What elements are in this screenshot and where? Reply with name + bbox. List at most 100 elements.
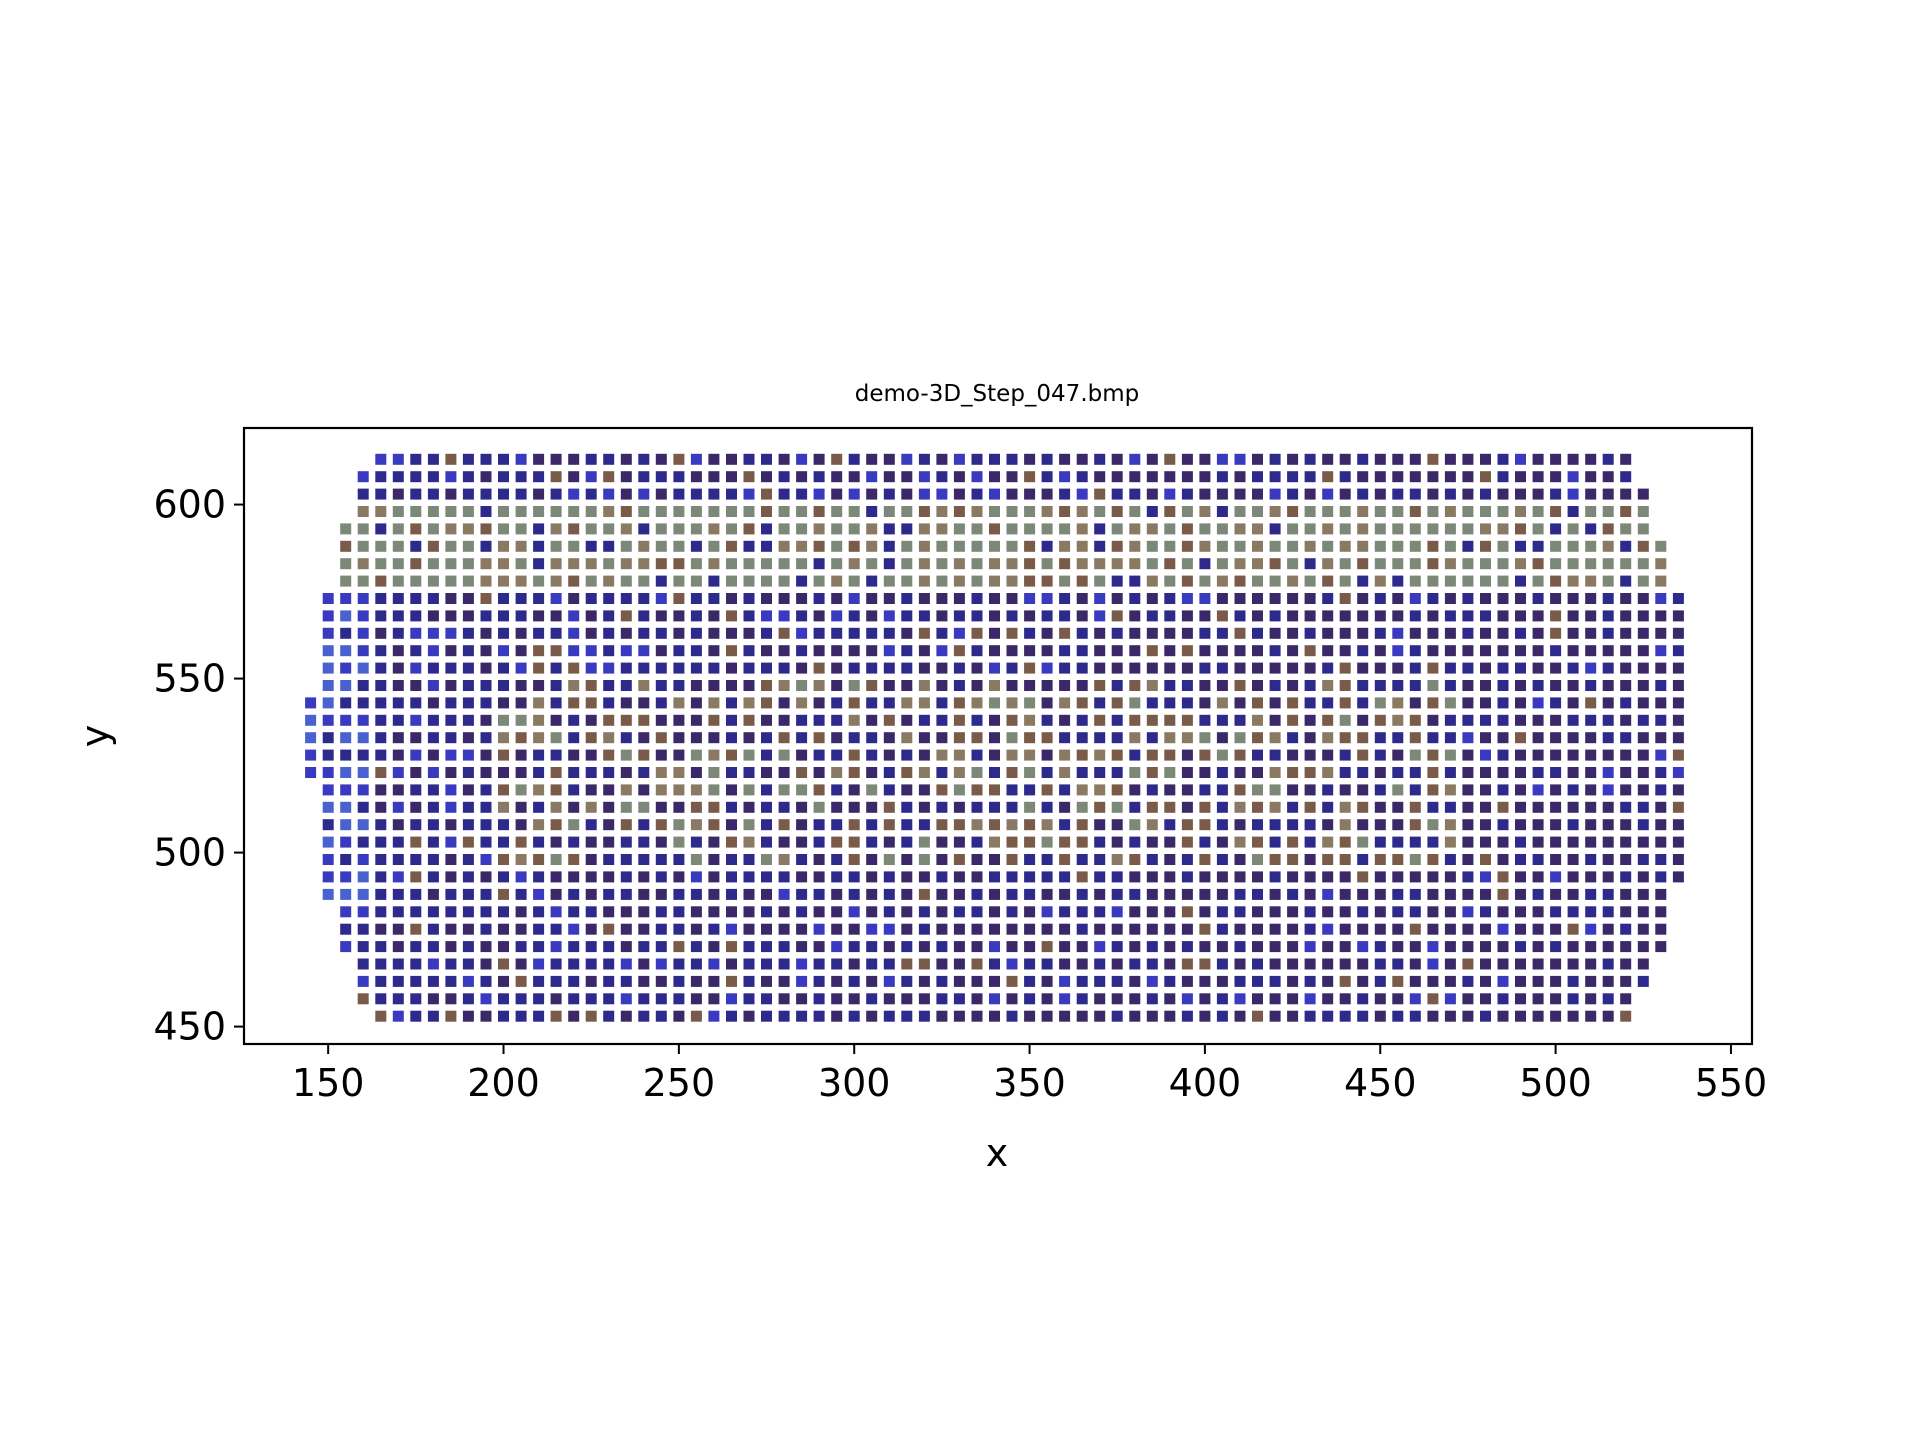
data-point	[1567, 645, 1579, 657]
data-point	[1585, 627, 1597, 639]
data-point	[1252, 697, 1263, 709]
data-point	[848, 854, 860, 865]
data-point	[971, 506, 983, 517]
data-point	[1287, 975, 1299, 987]
data-point	[1129, 975, 1141, 987]
data-point	[831, 819, 843, 831]
data-point	[1146, 610, 1158, 622]
data-point	[918, 871, 930, 883]
data-point	[603, 767, 615, 778]
data-point	[1146, 888, 1158, 900]
data-point	[1006, 471, 1018, 483]
data-point	[322, 819, 334, 831]
data-point	[585, 488, 597, 500]
data-point	[1357, 645, 1369, 657]
data-point	[1199, 993, 1211, 1005]
data-point	[726, 593, 737, 604]
data-point	[1129, 593, 1141, 604]
data-point	[953, 732, 965, 744]
data-point	[726, 471, 737, 483]
data-point	[743, 506, 755, 517]
data-point	[1269, 610, 1281, 622]
data-point	[673, 801, 685, 813]
data-point	[1515, 645, 1526, 657]
data-point	[1550, 801, 1562, 813]
data-point	[1199, 1010, 1211, 1022]
data-point	[1672, 680, 1684, 691]
data-point	[1304, 627, 1316, 639]
data-point	[480, 749, 492, 761]
data-point	[848, 993, 860, 1005]
data-point	[620, 1010, 632, 1022]
data-point	[392, 871, 404, 883]
data-point	[1409, 923, 1421, 935]
data-point	[778, 593, 790, 604]
data-point	[375, 488, 387, 500]
data-point	[357, 697, 369, 709]
data-point	[883, 697, 895, 709]
data-point	[1374, 610, 1386, 622]
data-point	[568, 836, 580, 848]
data-point	[568, 819, 580, 831]
data-point	[1059, 958, 1071, 970]
data-point	[568, 888, 580, 900]
data-point	[1269, 993, 1281, 1005]
data-point	[1164, 680, 1176, 691]
data-point	[1269, 697, 1281, 709]
data-point	[726, 488, 737, 500]
data-point	[1059, 923, 1071, 935]
data-point	[883, 593, 895, 604]
data-point	[1620, 749, 1632, 761]
data-point	[585, 627, 597, 639]
data-point	[550, 784, 562, 796]
data-point	[1111, 958, 1123, 970]
data-point	[796, 506, 808, 517]
data-point	[1199, 801, 1211, 813]
data-point	[603, 801, 615, 813]
data-point	[1269, 749, 1281, 761]
data-point	[480, 958, 492, 970]
data-point	[1672, 732, 1684, 744]
data-point	[357, 575, 369, 587]
data-point	[1532, 888, 1544, 900]
data-point	[1076, 453, 1088, 465]
data-point	[533, 488, 545, 500]
data-point	[533, 523, 545, 535]
data-point	[708, 558, 720, 570]
data-point	[1602, 854, 1614, 865]
data-point	[585, 645, 597, 657]
data-point	[1181, 923, 1193, 935]
data-point	[1269, 593, 1281, 604]
data-point	[1409, 732, 1421, 744]
data-point	[796, 854, 808, 865]
data-point	[1392, 1010, 1404, 1022]
data-point	[901, 540, 913, 552]
data-point	[778, 767, 790, 778]
data-point	[1094, 975, 1106, 987]
data-point	[761, 697, 772, 709]
data-point	[1146, 923, 1158, 935]
data-point	[1269, 506, 1281, 517]
data-point	[1181, 941, 1193, 953]
data-point	[1374, 732, 1386, 744]
data-point	[1357, 506, 1369, 517]
data-point	[848, 836, 860, 848]
data-point	[1181, 714, 1193, 726]
data-point	[918, 819, 930, 831]
data-point	[1392, 993, 1404, 1005]
data-point	[550, 975, 562, 987]
data-point	[620, 906, 632, 918]
data-point	[357, 749, 369, 761]
data-point	[708, 871, 720, 883]
data-point	[901, 767, 913, 778]
data-point	[1480, 453, 1491, 465]
data-point	[1497, 662, 1509, 674]
data-point	[1216, 506, 1228, 517]
data-point	[357, 540, 369, 552]
data-point	[989, 749, 1000, 761]
data-point	[1374, 767, 1386, 778]
data-point	[1216, 453, 1228, 465]
data-point	[498, 610, 509, 622]
data-point	[568, 610, 580, 622]
data-point	[515, 488, 527, 500]
